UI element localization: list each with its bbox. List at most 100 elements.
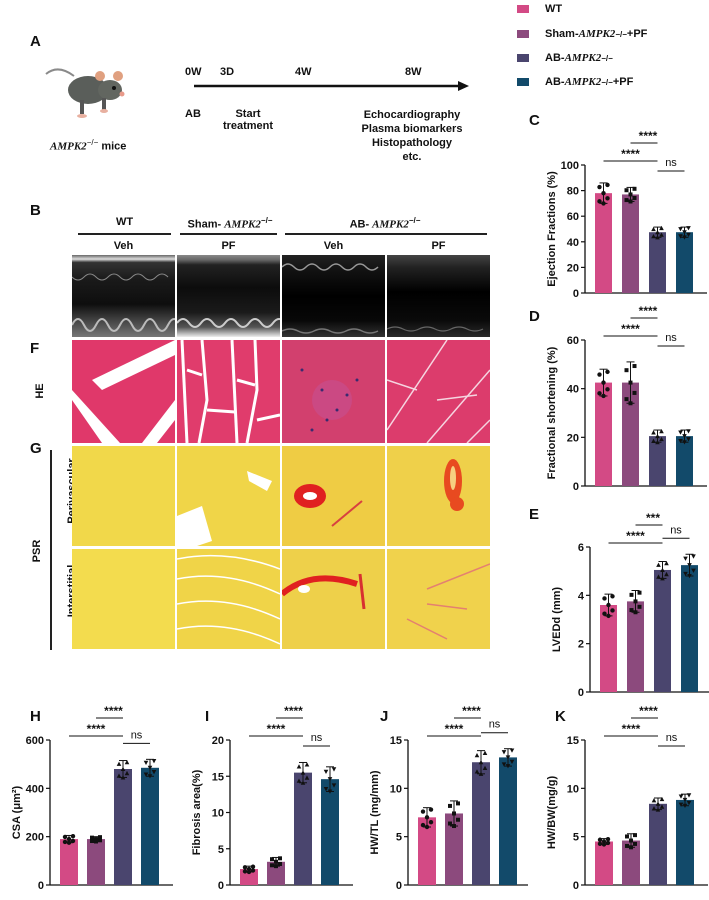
group-underline	[78, 233, 171, 235]
legend-suffix: +PF	[612, 76, 634, 88]
svg-text:0: 0	[38, 880, 44, 892]
mouse-icon	[45, 68, 125, 118]
genotype-sup: −/−	[408, 216, 421, 225]
svg-text:0: 0	[573, 288, 579, 300]
gene-name: AMPK2	[564, 76, 602, 88]
bar-chart-hw-tl: 0 5 10 15 HW/TL (mg/mm) **** **** ns	[369, 704, 531, 892]
svg-text:0: 0	[218, 880, 224, 892]
svg-text:ns: ns	[666, 732, 678, 744]
bar-chart-fibrosis-area: 0 5 10 15 20 Fibrosis area(%) **** **** ns	[191, 704, 353, 892]
svg-text:ns: ns	[670, 524, 682, 536]
echo-image-wt-veh	[72, 255, 175, 337]
legend-label: Sham-	[545, 28, 579, 40]
svg-text:4: 4	[578, 590, 585, 602]
psr-perivascular-sham-pf	[177, 446, 280, 546]
genotype-sup: −/−	[260, 216, 273, 225]
svg-text:****: ****	[639, 304, 658, 318]
genotype-sup: −/−	[615, 29, 627, 39]
timeline-arrow	[194, 81, 469, 91]
echo-image-ab-pf	[387, 255, 490, 337]
bar-chart-lvedd: 0 2 4 6 LVEDd (mm) ******* ns	[551, 511, 709, 699]
legend-suffix: +PF	[626, 28, 648, 40]
chart-d: D 0 20 40 60 Fractional shortening (%) **** **…	[525, 300, 709, 500]
start-line-1: Start	[235, 108, 261, 120]
chart-h: H 0 200 400 600 CSA (μm²) **** **** ns	[0, 700, 178, 900]
svg-text:LVEDd (mm): LVEDd (mm)	[551, 587, 563, 653]
svg-text:****: ****	[621, 147, 640, 161]
timeline-tick-0w: 0W	[185, 66, 202, 78]
genotype-sup: −/−	[86, 138, 99, 147]
svg-text:10: 10	[390, 783, 402, 795]
svg-text:Fibrosis area(%): Fibrosis area(%)	[191, 769, 203, 855]
svg-text:0: 0	[578, 687, 584, 699]
svg-text:0: 0	[396, 880, 402, 892]
treatment-label: PF	[221, 240, 236, 252]
chart-k: K 0 5 10 15 HW/BW(mg/g) **** **** ns	[525, 700, 709, 900]
legend-item-ab-pf: AB- AMPK2 −/− +PF	[517, 76, 633, 88]
row-label-psr: PSR	[31, 539, 43, 563]
psr-perivascular-ab-pf	[387, 446, 490, 546]
psr-bracket	[50, 450, 52, 650]
panel-label-k: K	[555, 708, 566, 725]
psr-perivascular-ab-veh	[282, 446, 385, 546]
timeline-tick-3d: 3D	[220, 66, 235, 78]
psr-interstitial-sham-pf	[177, 549, 280, 649]
timeline-ab-label: AB	[185, 108, 201, 120]
svg-text:****: ****	[104, 704, 123, 718]
genotype-sup: −/−	[601, 77, 613, 87]
group-header-ab: AB- AMPK2−/−	[285, 216, 485, 231]
panel-label-i: I	[205, 708, 210, 725]
chart-i: I 0 5 10 15 20 Fibrosis area(%) **** **** ns	[175, 700, 353, 900]
svg-text:15: 15	[390, 735, 402, 747]
svg-text:100: 100	[561, 160, 579, 172]
panel-label-f: F	[30, 340, 40, 357]
legend-label: WT	[545, 3, 563, 15]
svg-text:****: ****	[87, 722, 106, 736]
svg-text:5: 5	[396, 832, 402, 844]
svg-text:10: 10	[567, 783, 579, 795]
legend-item-wt: WT	[517, 3, 562, 15]
svg-text:5: 5	[573, 832, 579, 844]
echo-image-ab-veh	[282, 255, 385, 337]
row-label-he: HE	[34, 383, 46, 399]
gene-name: AMPK2	[50, 140, 87, 153]
svg-text:****: ****	[639, 129, 658, 143]
svg-text:****: ****	[462, 704, 481, 718]
svg-text:80: 80	[567, 186, 579, 198]
svg-text:ns: ns	[311, 732, 323, 744]
gene-name: AMPK2	[564, 52, 602, 64]
bar-chart-csa: 0 200 400 600 CSA (μm²) **** **** ns	[11, 704, 173, 892]
svg-text:2: 2	[578, 639, 584, 651]
svg-text:20: 20	[567, 262, 579, 274]
psr-interstitial-wt-veh	[72, 549, 175, 649]
svg-text:200: 200	[26, 832, 44, 844]
svg-text:Ejection Fractions (%): Ejection Fractions (%)	[546, 171, 558, 287]
legend-swatch	[517, 5, 529, 13]
svg-text:20: 20	[567, 432, 579, 444]
svg-text:ns: ns	[489, 719, 501, 731]
svg-text:60: 60	[567, 335, 579, 347]
legend-swatch	[517, 78, 529, 86]
svg-text:40: 40	[567, 237, 579, 249]
panel-label-j: J	[380, 708, 389, 725]
psr-interstitial-ab-veh	[282, 549, 385, 649]
svg-text:Fractional shortening (%): Fractional shortening (%)	[546, 346, 558, 479]
he-image-ab-veh	[282, 340, 385, 443]
endpoint-plasma: Plasma biomarkers	[361, 123, 463, 135]
svg-text:****: ****	[445, 722, 464, 736]
treatment-label: Veh	[323, 240, 344, 252]
genotype-sup: −/−	[601, 53, 613, 63]
svg-text:ns: ns	[665, 157, 677, 169]
psr-perivascular-wt-veh	[72, 446, 175, 546]
group-prefix: AB-	[349, 218, 373, 231]
timeline-start-label: Start treatment	[222, 108, 274, 132]
chart-c: C 0 20 40 60 80 100 Ejection Fractions (%) ****…	[525, 110, 709, 315]
panel-label-e: E	[529, 506, 540, 523]
mouse-caption: AMPK2−/− mice	[50, 138, 126, 153]
endpoint-histo: Histopathology	[371, 137, 453, 149]
caption-suffix: mice	[98, 140, 127, 153]
he-image-ab-pf	[387, 340, 490, 443]
psr-interstitial-ab-pf	[387, 549, 490, 649]
treatment-label: PF	[431, 240, 446, 252]
